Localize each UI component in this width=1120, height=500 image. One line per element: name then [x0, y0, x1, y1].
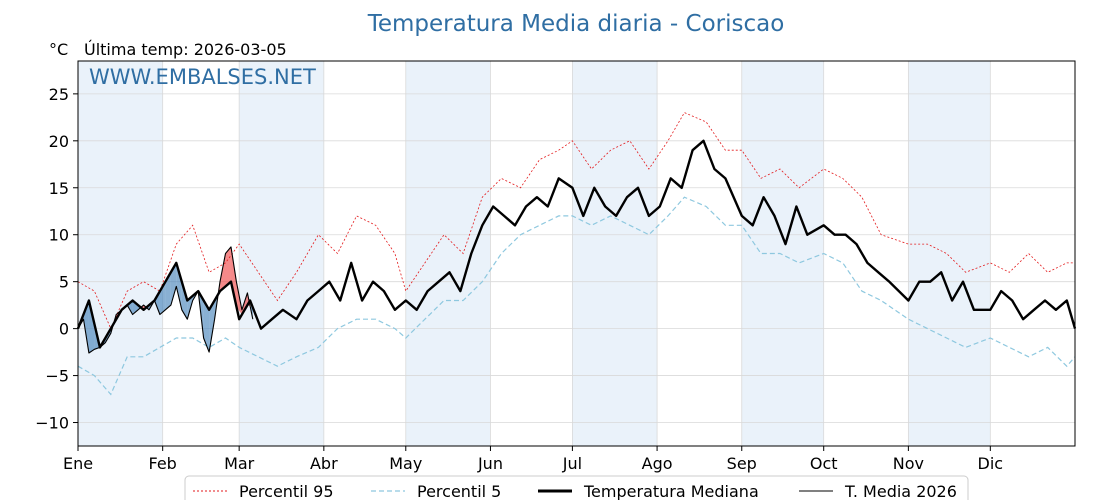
x-tick-label: May: [389, 454, 422, 473]
x-tick-label: Sep: [727, 454, 757, 473]
fill-above-median: [230, 246, 237, 307]
x-tick-label: Nov: [893, 454, 924, 473]
chart-title: Temperatura Media diaria - Coriscao: [367, 11, 785, 37]
series-percentil-5: [77, 196, 1076, 396]
x-tick-label: Ene: [63, 454, 93, 473]
month-shade-band: [405, 61, 491, 446]
y-tick-label: −10: [35, 414, 69, 433]
month-shade-band: [908, 61, 991, 446]
y-tick-label: 5: [59, 273, 69, 292]
x-tick-label: Jun: [477, 454, 503, 473]
fill-below-median: [209, 300, 215, 353]
legend-label-p95: Percentil 95: [239, 482, 334, 500]
y-tick-label: −5: [45, 367, 69, 386]
x-axis-ticks: Ene Feb Mar Abr May Jun Jul Ago Sep Oct Nov Dic: [63, 446, 1003, 473]
x-tick-label: Abr: [310, 454, 338, 473]
fill-below-median: [176, 262, 182, 310]
last-temp-label: Última temp: 2026-03-05: [84, 40, 287, 59]
y-tick-label: 0: [59, 320, 69, 339]
y-tick-label: 15: [49, 179, 69, 198]
y-tick-label: 10: [49, 226, 69, 245]
series-lines: [76, 112, 1077, 396]
month-shade-band: [741, 61, 824, 446]
x-tick-label: Dic: [978, 454, 1004, 473]
x-tick-label: Ago: [642, 454, 673, 473]
fill-below-median: [154, 291, 160, 315]
month-shade-band: [572, 61, 658, 446]
y-tick-label: 20: [49, 132, 69, 151]
series-temperatura-mediana: [76, 139, 1077, 349]
legend-label-median: Temperatura Mediana: [583, 482, 759, 500]
x-tick-label: Feb: [149, 454, 177, 473]
y-axis-ticks: −10 −5 0 5 10 15 20 25: [35, 85, 78, 433]
month-shading: [78, 61, 991, 446]
y-axis-unit: °C: [49, 40, 68, 59]
series-percentil-95: [77, 112, 1075, 330]
month-shade-band: [239, 61, 324, 446]
x-tick-label: Mar: [224, 454, 255, 473]
fill-below-median: [181, 281, 188, 320]
plot-frame: [77, 60, 1076, 447]
legend: Percentil 95 Percentil 5 Temperatura Med…: [184, 475, 969, 500]
month-shade-band: [78, 61, 163, 446]
fill-below-median: [203, 300, 210, 353]
legend-label-p5: Percentil 5: [417, 482, 501, 500]
watermark: WWW.EMBALSES.NET: [89, 65, 316, 89]
legend-label-current: T. Media 2026: [844, 482, 957, 500]
x-tick-label: Oct: [810, 454, 838, 473]
x-tick-label: Jul: [562, 454, 582, 473]
series-t-media-2026: [77, 246, 254, 354]
fill-below-median: [170, 262, 177, 306]
y-tick-label: 25: [49, 85, 69, 104]
fill-below-median: [88, 300, 95, 354]
legend-frame: [184, 475, 969, 500]
